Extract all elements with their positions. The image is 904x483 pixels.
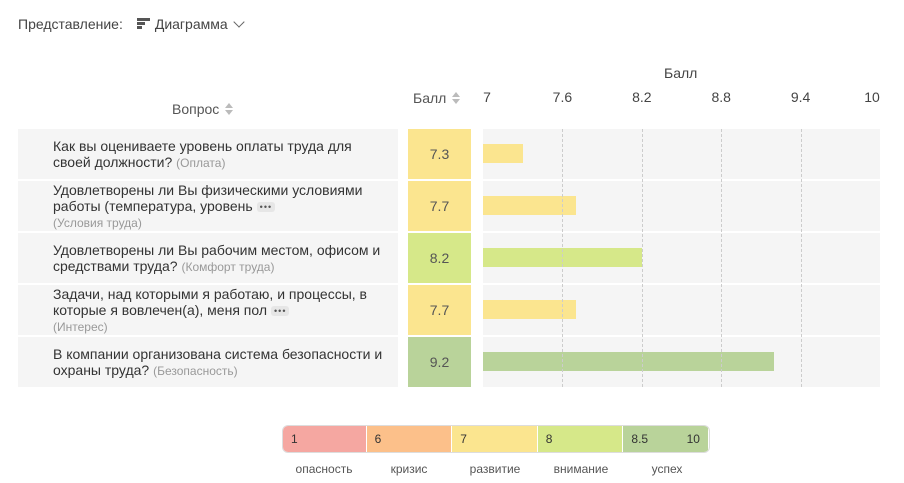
question-column-header[interactable]: Вопрос: [172, 101, 234, 117]
chevron-down-icon: [232, 15, 245, 28]
score-value: 7.7: [408, 181, 471, 231]
view-label: Представление:: [18, 16, 123, 32]
axis-tick-label: 7: [483, 89, 491, 105]
bar-chart-icon: [136, 18, 151, 30]
question-header-label: Вопрос: [172, 101, 220, 117]
score-legend: 1 6 7 8 8.5 10: [282, 425, 710, 453]
question-category-tag: (Интерес): [53, 319, 108, 334]
table-row[interactable]: Удовлетворены ли Вы физическими условиям…: [18, 181, 880, 231]
sort-icon: [225, 103, 234, 115]
score-header-label: Балл: [413, 90, 447, 106]
bar-track: [483, 181, 880, 231]
view-bar: Представление: Диаграмма: [18, 15, 245, 32]
score-value: 8.2: [408, 233, 471, 283]
legend-from-value: 7: [460, 432, 467, 446]
grid-line: [800, 129, 802, 387]
bar-track: [483, 233, 880, 283]
question-category-tag: (Условия труда): [53, 215, 142, 230]
grid-line: [721, 129, 723, 387]
axis-tick-label: 8.8: [711, 89, 731, 105]
legend-segment: 6: [366, 426, 453, 452]
axis-tick-label: 10: [864, 89, 880, 105]
legend-to-value: 10: [686, 432, 700, 446]
bar-track: [483, 129, 880, 179]
legend-from-value: 6: [374, 432, 382, 446]
score-value: 7.3: [408, 129, 471, 179]
legend-label: развитие: [469, 462, 521, 476]
question-cell: Как вы оцениваете уровень оплаты труда д…: [18, 129, 398, 179]
view-mode-value: Диаграмма: [154, 16, 228, 32]
question-text: Задачи, над которыми я работаю, и процес…: [53, 285, 367, 318]
score-bar[interactable]: [483, 144, 523, 163]
bar-track: [483, 337, 880, 387]
question-text-block: Удовлетворены ли Вы рабочим местом, офис…: [53, 242, 386, 275]
question-text-block: Как вы оцениваете уровень оплаты труда д…: [53, 138, 386, 171]
legend-segment: 7: [452, 426, 538, 452]
question-cell: Задачи, над которыми я работаю, и процес…: [18, 285, 398, 335]
grid-line: [641, 129, 643, 387]
axis-tick-label: 8.2: [632, 89, 652, 105]
sort-icon: [452, 92, 461, 104]
question-text-block: В компании организована система безопасн…: [53, 346, 386, 379]
question-category-tag: (Комфорт труда): [181, 259, 275, 274]
table-row[interactable]: Задачи, над которыми я работаю, и процес…: [18, 285, 880, 335]
table-row[interactable]: Удовлетворены ли Вы рабочим местом, офис…: [18, 233, 880, 283]
legend-label: кризис: [390, 462, 428, 476]
question-cell: В компании организована система безопасн…: [18, 337, 398, 387]
question-cell: Удовлетворены ли Вы рабочим местом, офис…: [18, 233, 398, 283]
legend-segment: 8: [537, 426, 624, 452]
bar-track: [483, 285, 880, 335]
score-column-header[interactable]: Балл: [413, 90, 461, 106]
legend-label: опасность: [295, 462, 353, 476]
question-cell: Удовлетворены ли Вы физическими условиям…: [18, 181, 398, 231]
axis-tick-label: 9.4: [790, 89, 811, 105]
score-bar[interactable]: [483, 352, 775, 371]
more-icon[interactable]: •••: [256, 201, 276, 212]
legend-label: успех: [651, 462, 683, 476]
question-text: Как вы оцениваете уровень оплаты труда д…: [53, 137, 352, 170]
view-mode-dropdown[interactable]: Диаграмма: [136, 15, 245, 32]
score-bar[interactable]: [483, 300, 576, 319]
question-text-block: Задачи, над которыми я работаю, и процес…: [53, 286, 386, 335]
score-value: 7.7: [408, 285, 471, 335]
table-row[interactable]: Как вы оцениваете уровень оплаты труда д…: [18, 129, 880, 179]
grid-line: [562, 129, 564, 387]
legend-from-value: 8.5: [631, 432, 649, 446]
question-text: В компании организована система безопасн…: [53, 345, 383, 378]
question-text: Удовлетворены ли Вы рабочим местом, офис…: [53, 241, 381, 274]
axis-tick-label: 7.6: [552, 89, 573, 105]
more-icon[interactable]: •••: [271, 305, 290, 316]
question-category-tag: (Безопасность): [153, 363, 238, 378]
legend-from-value: 1: [291, 432, 298, 446]
table-row[interactable]: В компании организована система безопасн…: [18, 337, 880, 387]
score-bar[interactable]: [483, 196, 576, 215]
legend-label: внимание: [553, 462, 609, 476]
legend-segment: 1: [283, 426, 367, 452]
question-text: Удовлетворены ли Вы физическими условиям…: [53, 181, 363, 214]
score-value: 9.2: [408, 337, 471, 387]
legend-segment: 8.5 10: [623, 426, 709, 452]
question-category-tag: (Оплата): [176, 155, 226, 170]
legend-from-value: 8: [545, 432, 553, 446]
axis-title: Балл: [664, 65, 698, 81]
question-text-block: Удовлетворены ли Вы физическими условиям…: [53, 182, 386, 231]
